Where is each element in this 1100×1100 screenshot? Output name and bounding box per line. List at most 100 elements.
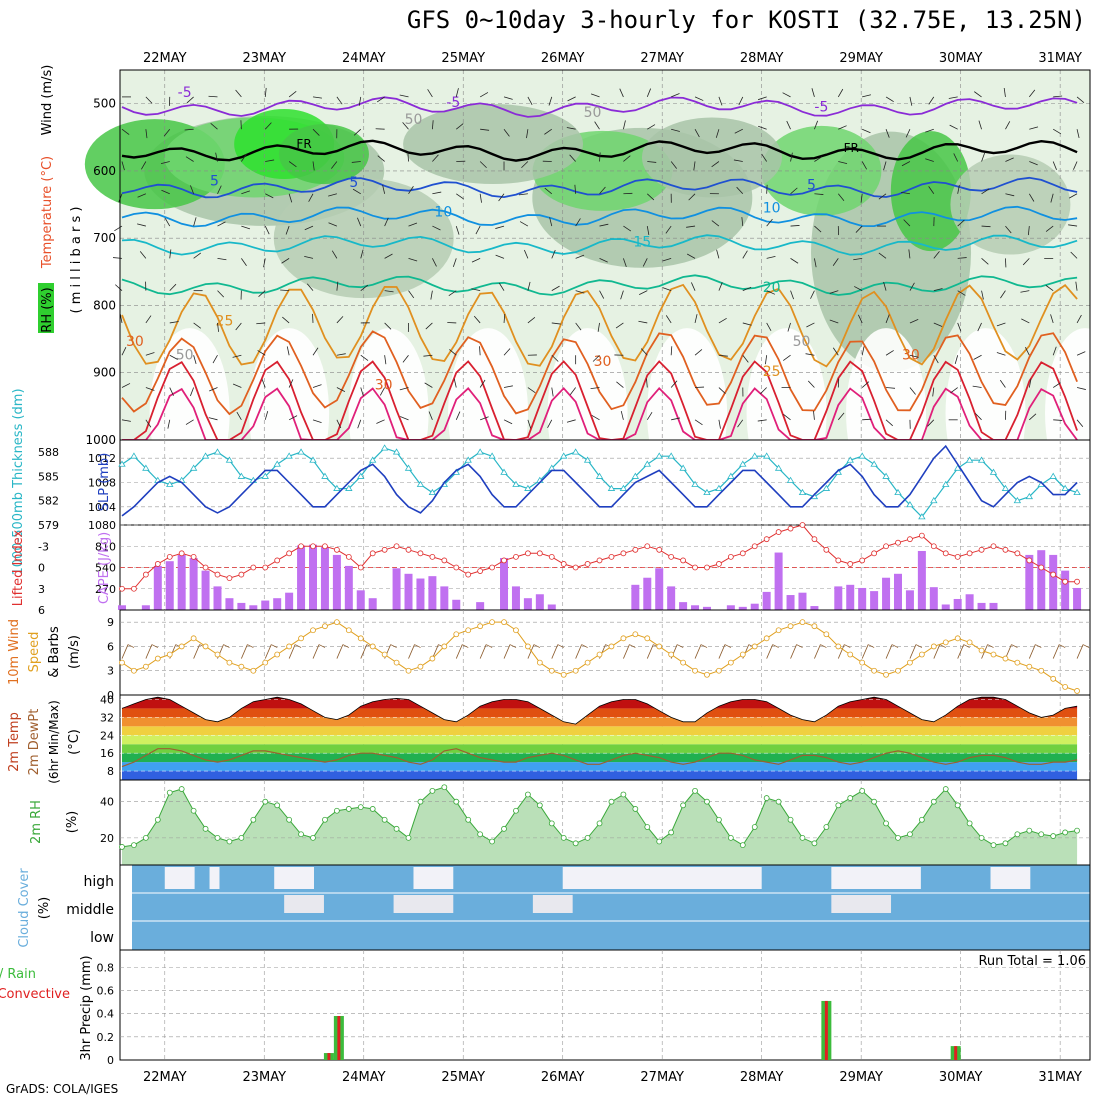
wind-barb [981,188,990,195]
wind-barb [382,184,386,194]
wind-speed-line-point [405,667,412,674]
contour-label: 50 [176,347,194,363]
wind-speed-line-point [441,643,448,650]
cape-bar [273,598,282,610]
cape-bar [989,602,998,610]
top-date-label: 30MAY [939,51,983,66]
wind-speed-line-point [477,623,484,630]
isotherm-20 [121,274,1078,296]
thickness-line-point [368,456,377,463]
contour-label: 10 [434,205,452,221]
wind-speed-line-point [644,635,651,642]
rh-line-point [895,834,901,841]
wind-barb [217,221,226,227]
wind-barb [357,419,362,429]
wind-speed-line-point [286,643,293,650]
lifted-index-line-point [727,553,734,560]
lifted-index-line-point [668,553,675,560]
wind-barb [837,412,845,421]
wind-speed-line-point [524,643,531,650]
wind-barb [766,255,776,259]
bottom-date-label: 26MAY [541,1070,585,1085]
cape-bar [858,587,867,610]
thickness-line-point [715,484,723,491]
rh-shading [950,154,1071,255]
temp-tick-label: 16 [100,747,114,760]
pressure-tick-label: 700 [93,231,116,245]
wind-barb [996,352,1006,356]
contour-label: 30 [594,354,612,370]
wind-barb [169,321,179,324]
dewpoint-line [121,748,1078,768]
wind-barb [384,290,394,293]
precip-panel: 0.8 0.6 0.4 0.2 0 Run Total = 1.06 3hr Precip … [0,949,1091,1067]
rh-line-point [739,842,746,849]
wind-barb [646,226,650,236]
wind-tick-label: 0 [107,689,114,702]
wind-barb [829,290,839,294]
precip-tick-label: 0.2 [97,1031,115,1044]
wind-barb [328,222,338,227]
wind-barb [700,644,708,648]
wind-barb [455,644,463,659]
wind-barb [566,419,576,423]
temp-band [121,753,1078,763]
wind-speed-line-point [536,659,543,666]
wind-barb [141,161,147,170]
wind-barb [193,252,202,259]
wind-barb [527,96,533,106]
wind-barb [694,314,698,324]
wind-barb [838,161,848,165]
wind-barb [271,644,278,648]
rh-line-point [238,834,245,841]
cape-li-panel: 1080 810 540 270 -3 0 3 6 Lifted Index CAPE (J/kg… [11,519,1091,617]
wind-barb [264,411,269,420]
wind-barb [281,258,290,264]
wind-barb [933,355,939,364]
wind-barb [456,123,464,130]
wind-speed-line-point [847,651,854,658]
lifted-index-line-point [930,543,937,550]
wind-barb [569,387,576,395]
wind-barb [1052,382,1061,388]
wind-barb [328,193,337,197]
cape-bar [846,584,855,610]
wind-speed-line-point [238,663,245,670]
rh-line-point [1038,831,1045,838]
lifted-index-line-point [823,546,830,553]
wind-barb [933,644,941,659]
wind-barb [384,217,389,227]
rh-line-point [727,834,734,841]
wind-barb [480,128,490,131]
lifted-index-line-point [692,564,698,571]
cloud-gap-middle [532,895,573,913]
rh-line-point [692,787,698,794]
wind-barb [620,410,624,420]
minmax-axis-label: (6hr Min/Max) [47,700,61,784]
thickness-tick-label: 588 [38,446,59,459]
wind-barb [527,387,536,394]
rh-line-point [226,838,233,845]
wind-barb [265,159,275,162]
cape-bar [643,577,652,610]
wind-barb [1052,128,1062,135]
wind-barb [694,129,700,138]
rh-line-point [489,838,495,845]
cape-bar [141,605,150,610]
temp-band [121,771,1078,780]
cape-bar [929,587,938,610]
wind-barb [1059,644,1066,648]
cape-bar [237,602,246,610]
wind-barb [1052,346,1057,356]
thickness-line-point [142,464,150,471]
cloud-gap-high [831,867,921,889]
wind-barb [974,91,982,98]
wind-barb [479,644,487,659]
wind-barb [336,316,344,324]
thickness-line-point [643,460,651,467]
wind-barb [498,282,505,291]
precip-convective-bar [954,1046,958,1060]
slp-line [121,444,1078,517]
isotherm-30 [121,330,1078,416]
rh-line-point [560,834,567,841]
